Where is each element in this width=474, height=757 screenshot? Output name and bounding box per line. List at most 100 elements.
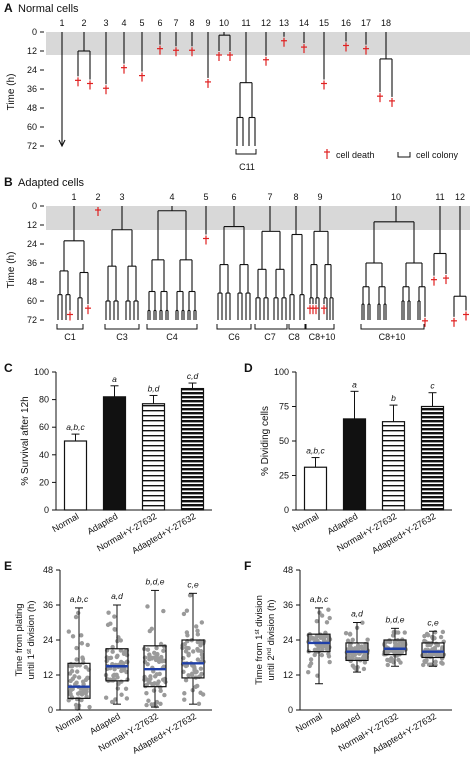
panel-a-tick-label: 48 <box>27 103 37 113</box>
cell-death-mark <box>173 47 179 57</box>
panel-f-y-tick-label: 24 <box>283 635 293 645</box>
panel-e-data-point <box>110 649 115 654</box>
panel-d-bar <box>381 421 406 511</box>
lineage-number: 16 <box>341 18 351 28</box>
legend: cell death cell colony <box>324 149 459 160</box>
panel-e-data-point <box>151 688 157 693</box>
colony-label: C6 <box>228 332 240 342</box>
panel-e-data-point <box>103 695 109 700</box>
panel-f-data-point <box>327 659 332 665</box>
panel-f-letter: F <box>244 559 251 573</box>
panel-f-data-point <box>440 629 446 635</box>
panel-e-data-point <box>149 626 154 632</box>
cell-death-mark <box>67 311 73 321</box>
panel-e-data-point <box>181 611 187 617</box>
panel-f-data-point <box>360 620 365 625</box>
panel-e-data-point <box>119 692 124 697</box>
panel-e-data-point <box>199 620 205 625</box>
panel-b-tick-label: 24 <box>27 239 37 249</box>
panel-e-data-point <box>157 671 162 677</box>
colony-bracket <box>360 324 425 330</box>
panel-e-data-point <box>83 664 89 670</box>
colony-bracket <box>235 149 257 155</box>
lineage-number: 12 <box>261 18 271 28</box>
panel-e-data-point <box>112 614 117 619</box>
lineage-number: 3 <box>103 18 108 28</box>
panel-d-y-tick-label: 25 <box>279 471 289 481</box>
panel-f-data-point <box>390 633 396 638</box>
panel-d-ylabel: % Dividing cells <box>260 406 271 476</box>
cell-death-mark <box>321 305 327 315</box>
cell-death-mark <box>422 317 428 327</box>
panel-c-y-tick-label: 60 <box>39 422 49 432</box>
panel-e-data-point <box>161 648 166 654</box>
panel-e-annotation: a,b,c <box>70 594 89 604</box>
panel-e-y-tick-label: 48 <box>43 565 53 575</box>
panel-f-data-point <box>432 645 438 651</box>
panel-a-tick-label: 0 <box>32 27 37 37</box>
cell-death-mark <box>321 80 327 90</box>
panel-f-data-point <box>385 657 390 663</box>
lineage-number: 18 <box>381 18 391 28</box>
panel-e-data-point <box>195 632 201 637</box>
panel-f-data-point <box>343 630 349 636</box>
panel-f-data-point <box>321 636 327 642</box>
panel-c-y-tick-label: 40 <box>39 450 49 460</box>
panel-e-data-point <box>195 657 201 662</box>
lineage-number: 5 <box>203 192 208 202</box>
panel-e-data-point <box>149 656 154 661</box>
panel-e-data-point <box>158 641 164 647</box>
lineage-number: 8 <box>293 192 298 202</box>
lineage-number: 2 <box>95 192 100 202</box>
panel-c-y-tick-label: 0 <box>44 505 49 515</box>
panel-e-annotation: b,d,e <box>146 576 165 586</box>
panel-f-data-point <box>313 635 318 641</box>
panel-e-data-point <box>113 697 118 702</box>
panel-c-annotation: b,d <box>148 383 160 393</box>
panel-e-data-point <box>196 701 202 707</box>
panel-e-data-point <box>195 628 200 634</box>
panel-c-y-tick-label: 20 <box>39 477 49 487</box>
cell-death-mark <box>263 56 269 66</box>
cell-death-mark <box>389 97 395 107</box>
cell-death-mark <box>121 64 127 74</box>
panel-c-letter: C <box>4 361 13 375</box>
panel-f-data-point <box>352 652 358 657</box>
panel-d-category-label: Normal <box>290 511 320 534</box>
panel-e-y-tick-label: 12 <box>43 670 53 680</box>
panel-a-letter: A <box>4 1 13 15</box>
panel-e-data-point <box>115 675 120 680</box>
colony-label: C8+10 <box>309 332 336 342</box>
panel-c-category-label: Normal <box>50 511 80 534</box>
panel-e-data-point <box>198 666 204 671</box>
panel-e-ylabel-line2: until 1st division (h) <box>26 601 37 680</box>
panel-d-bar <box>342 418 367 511</box>
panel-e-data-point <box>161 658 166 663</box>
panel-e-data-points <box>103 610 130 705</box>
panel-c-annotation: c,d <box>187 371 199 381</box>
colony-bracket <box>216 324 252 330</box>
panel-e-data-point <box>154 645 159 651</box>
panel-a-tick-label: 36 <box>27 84 37 94</box>
panel-e-data-point <box>74 680 79 685</box>
panel-e-box <box>181 639 205 679</box>
lineage-number: 17 <box>361 18 371 28</box>
panel-c-bar <box>63 440 88 511</box>
panel-f-annotation: a,b,c <box>310 594 329 604</box>
lineage-number: 3 <box>119 192 124 202</box>
panel-f-data-point <box>348 641 353 646</box>
panel-c-bar <box>102 396 127 511</box>
lineage-number: 7 <box>173 18 178 28</box>
panel-e-data-point <box>152 650 157 655</box>
panel-e-data-point <box>66 629 71 634</box>
panel-f-data-point <box>396 657 401 663</box>
panel-e-data-point <box>84 694 89 699</box>
panel-e-data-point <box>80 656 86 662</box>
panel-f-category-label: Adapted+Y-27632 <box>371 711 438 756</box>
panel-e-data-point <box>118 648 124 653</box>
panel-b-tick-label: 36 <box>27 258 37 268</box>
lineage-number: 6 <box>231 192 236 202</box>
panel-e-data-point <box>123 686 129 691</box>
panel-c-bar <box>180 387 205 511</box>
